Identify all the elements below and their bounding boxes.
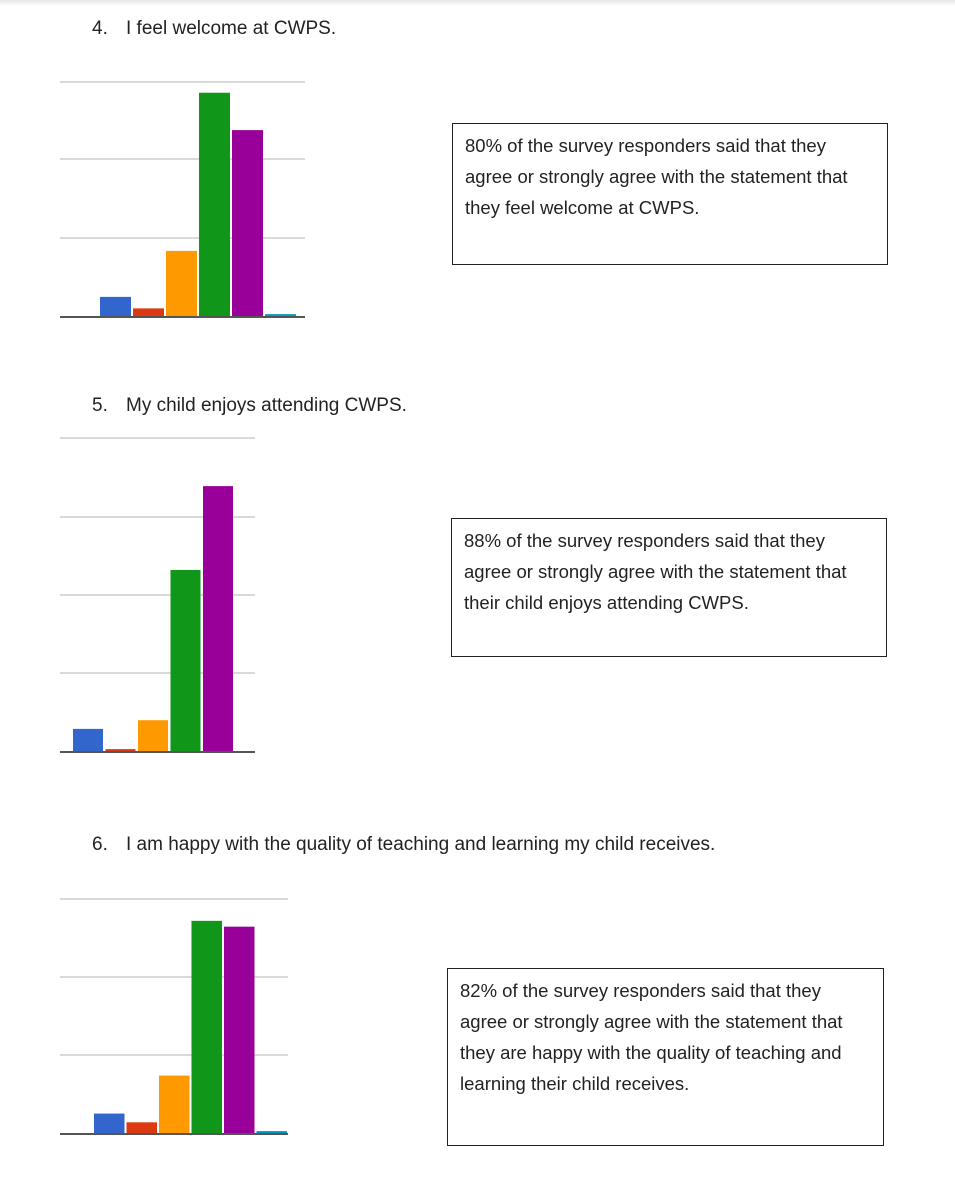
bar-chart-teaching: [60, 898, 288, 1135]
bar: [256, 1131, 287, 1134]
bar: [191, 920, 222, 1134]
bar: [203, 486, 233, 752]
question-number: 6.: [92, 834, 108, 855]
question-4: 4. I feel welcome at CWPS.: [92, 18, 336, 40]
bar: [199, 92, 230, 317]
bar: [133, 308, 164, 317]
question-text: I feel welcome at CWPS.: [126, 18, 337, 39]
bar: [138, 720, 168, 752]
question-text: I am happy with the quality of teaching …: [126, 834, 716, 855]
bar: [94, 1113, 125, 1134]
bar: [224, 926, 255, 1134]
bar: [100, 296, 131, 317]
question-5: 5. My child enjoys attending CWPS.: [92, 395, 407, 417]
bar: [73, 728, 103, 752]
summary-text: 88% of the survey responders said that t…: [464, 530, 847, 613]
question-text: My child enjoys attending CWPS.: [126, 395, 407, 416]
bar: [265, 314, 296, 317]
summary-box-enjoys: 88% of the survey responders said that t…: [451, 518, 887, 657]
question-number: 4.: [92, 18, 108, 39]
bar: [232, 130, 263, 317]
summary-box-teaching: 82% of the survey responders said that t…: [447, 968, 884, 1146]
top-shadow: [0, 0, 955, 6]
summary-text: 80% of the survey responders said that t…: [465, 135, 848, 218]
bar-chart-welcome: [60, 81, 305, 318]
bar: [105, 749, 136, 752]
question-number: 5.: [92, 395, 108, 416]
bar: [126, 1122, 157, 1134]
bar: [159, 1075, 190, 1134]
question-6: 6. I am happy with the quality of teachin…: [92, 834, 715, 856]
summary-text: 82% of the survey responders said that t…: [460, 980, 843, 1094]
bar: [166, 250, 197, 317]
bar-chart-enjoys: [60, 437, 255, 753]
summary-box-welcome: 80% of the survey responders said that t…: [452, 123, 888, 265]
bar: [170, 569, 201, 752]
